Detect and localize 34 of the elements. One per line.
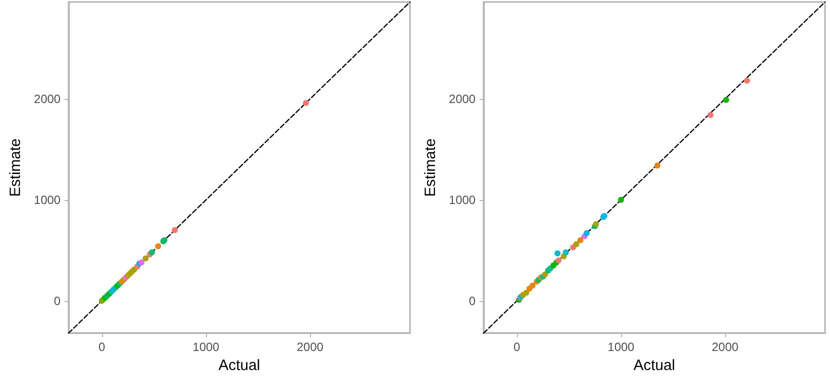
y-tick-label: 2000	[34, 92, 61, 106]
y-tick-label: 1000	[448, 192, 476, 207]
point	[172, 227, 178, 234]
y-tick-label: 1000	[34, 192, 61, 207]
point	[554, 250, 560, 256]
x-tick-label: 0	[514, 340, 521, 354]
point	[618, 196, 624, 203]
point	[523, 290, 530, 296]
y-tick-label: 2000	[448, 92, 476, 106]
point	[654, 162, 660, 169]
x-axis-title: Actual	[218, 357, 260, 374]
x-tick-label: 1000	[192, 340, 220, 354]
x-tick-label: 0	[98, 340, 106, 354]
y-tick-label: 0	[468, 294, 476, 308]
x-tick-label: 2000	[712, 340, 739, 354]
point	[302, 100, 309, 106]
y-axis-title: Estimate	[422, 138, 439, 197]
point	[530, 282, 536, 289]
point	[584, 230, 590, 236]
point	[723, 96, 730, 103]
point	[556, 257, 562, 264]
point	[562, 249, 569, 256]
point	[142, 255, 149, 262]
point	[542, 272, 548, 278]
point	[577, 237, 584, 244]
point	[155, 243, 162, 250]
x-axis-title: Actual	[633, 357, 676, 374]
point	[573, 241, 580, 248]
x-tick-label: 2000	[296, 340, 324, 354]
point	[744, 78, 750, 84]
y-axis-title: Estimate	[7, 138, 24, 197]
point	[708, 112, 714, 118]
y-tick-label: 0	[54, 294, 61, 308]
x-tick-label: 1000	[608, 340, 635, 354]
